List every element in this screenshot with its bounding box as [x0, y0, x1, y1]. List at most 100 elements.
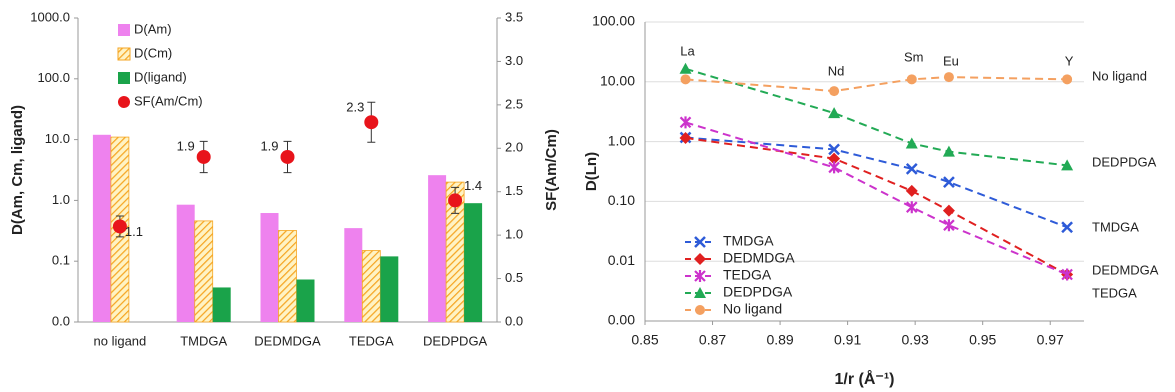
y-tick-label: 1.0 [52, 192, 70, 207]
sf-point [448, 193, 463, 208]
y-axis-label: D(Ln) [583, 152, 600, 191]
legend-swatch [118, 96, 130, 108]
marker [1062, 74, 1073, 85]
bar [464, 203, 483, 322]
series-line [685, 76, 1068, 93]
x-tick-label: 0.85 [631, 332, 658, 348]
legend-marker [694, 270, 706, 282]
bar [176, 204, 195, 322]
bar [428, 175, 447, 322]
y2-tick-label: 1.5 [505, 183, 523, 198]
x-tick-label: 0.93 [902, 332, 929, 348]
legend-swatch [118, 24, 130, 36]
legend-swatch [117, 47, 131, 61]
legend-label: No ligand [723, 301, 782, 317]
marker [829, 86, 840, 97]
y2-tick-label: 2.0 [505, 140, 523, 155]
y-axis-label: D(Am, Cm, ligand) [9, 105, 26, 235]
bar [260, 213, 279, 322]
sf-point [112, 219, 127, 234]
x-tick-label: TEDGA [349, 333, 394, 348]
x-tick-label: TMDGA [180, 333, 227, 348]
x-tick-label: no ligand [94, 333, 147, 348]
marker [1061, 221, 1074, 234]
x-tick-label: DEDMDGA [254, 333, 321, 348]
y-tick-label: 0.00 [608, 312, 635, 328]
marker [828, 143, 840, 156]
y-tick-label: 1000.0 [30, 9, 70, 24]
y2-tick-label: 0.5 [505, 270, 523, 285]
bar [92, 134, 111, 322]
legend-marker [694, 253, 706, 265]
bar [344, 228, 363, 322]
point-label: Eu [943, 53, 959, 68]
legend-marker [694, 287, 706, 298]
marker [679, 116, 692, 129]
marker [906, 74, 917, 85]
bar [278, 230, 297, 323]
marker [679, 62, 692, 74]
x-tick-label: 0.87 [699, 332, 726, 348]
marker [942, 145, 955, 157]
x-tick-label: 0.97 [1037, 332, 1064, 348]
x-tick-label: 0.91 [834, 332, 861, 348]
legend-label: SF(Am/Cm) [134, 93, 203, 108]
y-tick-label: 0.10 [608, 192, 635, 208]
y-tick-label: 100.00 [592, 13, 635, 29]
marker [943, 72, 954, 83]
y2-tick-label: 3.0 [505, 53, 523, 68]
marker [828, 152, 841, 165]
y2-tick-label: 3.5 [505, 9, 523, 24]
x-axis-label: 1/r (Å⁻¹) [835, 369, 895, 388]
x-tick-label: DEDPDGA [423, 333, 488, 348]
marker [679, 131, 692, 144]
bar [361, 250, 381, 323]
legend-marker [695, 305, 705, 315]
sf-point [364, 115, 379, 130]
end-label: TEDGA [1092, 285, 1137, 300]
marker [943, 219, 955, 232]
x-tick-label: 0.95 [969, 332, 996, 348]
legend-label: TMDGA [723, 233, 774, 249]
y-tick-label: 10.0 [45, 131, 70, 146]
legend-label: D(ligand) [134, 69, 187, 84]
marker [1061, 159, 1074, 171]
y-tick-label: 0.01 [608, 252, 635, 268]
data-label: 1.9 [260, 138, 278, 153]
marker [1061, 268, 1073, 281]
marker [680, 74, 691, 85]
series-line [685, 121, 1068, 276]
y2-axis-label: SF(Am/Cm) [543, 129, 560, 211]
marker [942, 204, 955, 217]
x-tick-label: 0.89 [766, 332, 793, 348]
point-label: La [680, 43, 695, 58]
y-tick-label: 10.00 [600, 73, 635, 89]
end-label: DEDPDGA [1092, 154, 1157, 169]
y-tick-label: 0.1 [52, 253, 70, 268]
data-label: 1.1 [125, 224, 143, 239]
y2-tick-label: 1.0 [505, 227, 523, 242]
marker [828, 161, 840, 174]
point-label: Y [1065, 53, 1074, 68]
end-label: TMDGA [1092, 219, 1139, 234]
marker [905, 201, 918, 214]
marker [905, 184, 918, 197]
point-label: Nd [828, 63, 845, 78]
y-tick-label: 0.0 [52, 313, 70, 328]
bar [380, 256, 399, 322]
bar [212, 287, 231, 322]
y-tick-label: 100.0 [37, 70, 70, 85]
legend-label: DEDMDGA [723, 250, 795, 266]
legend-marker [694, 236, 706, 248]
sf-point [196, 149, 211, 164]
series-line [685, 136, 1068, 229]
legend-label: DEDPDGA [723, 284, 793, 300]
bar [296, 279, 315, 322]
legend-label: D(Am) [134, 21, 172, 36]
data-label: 1.9 [177, 138, 195, 153]
y2-tick-label: 2.5 [505, 96, 523, 111]
legend-label: D(Cm) [134, 45, 172, 60]
marker [905, 137, 918, 149]
marker [828, 107, 841, 119]
